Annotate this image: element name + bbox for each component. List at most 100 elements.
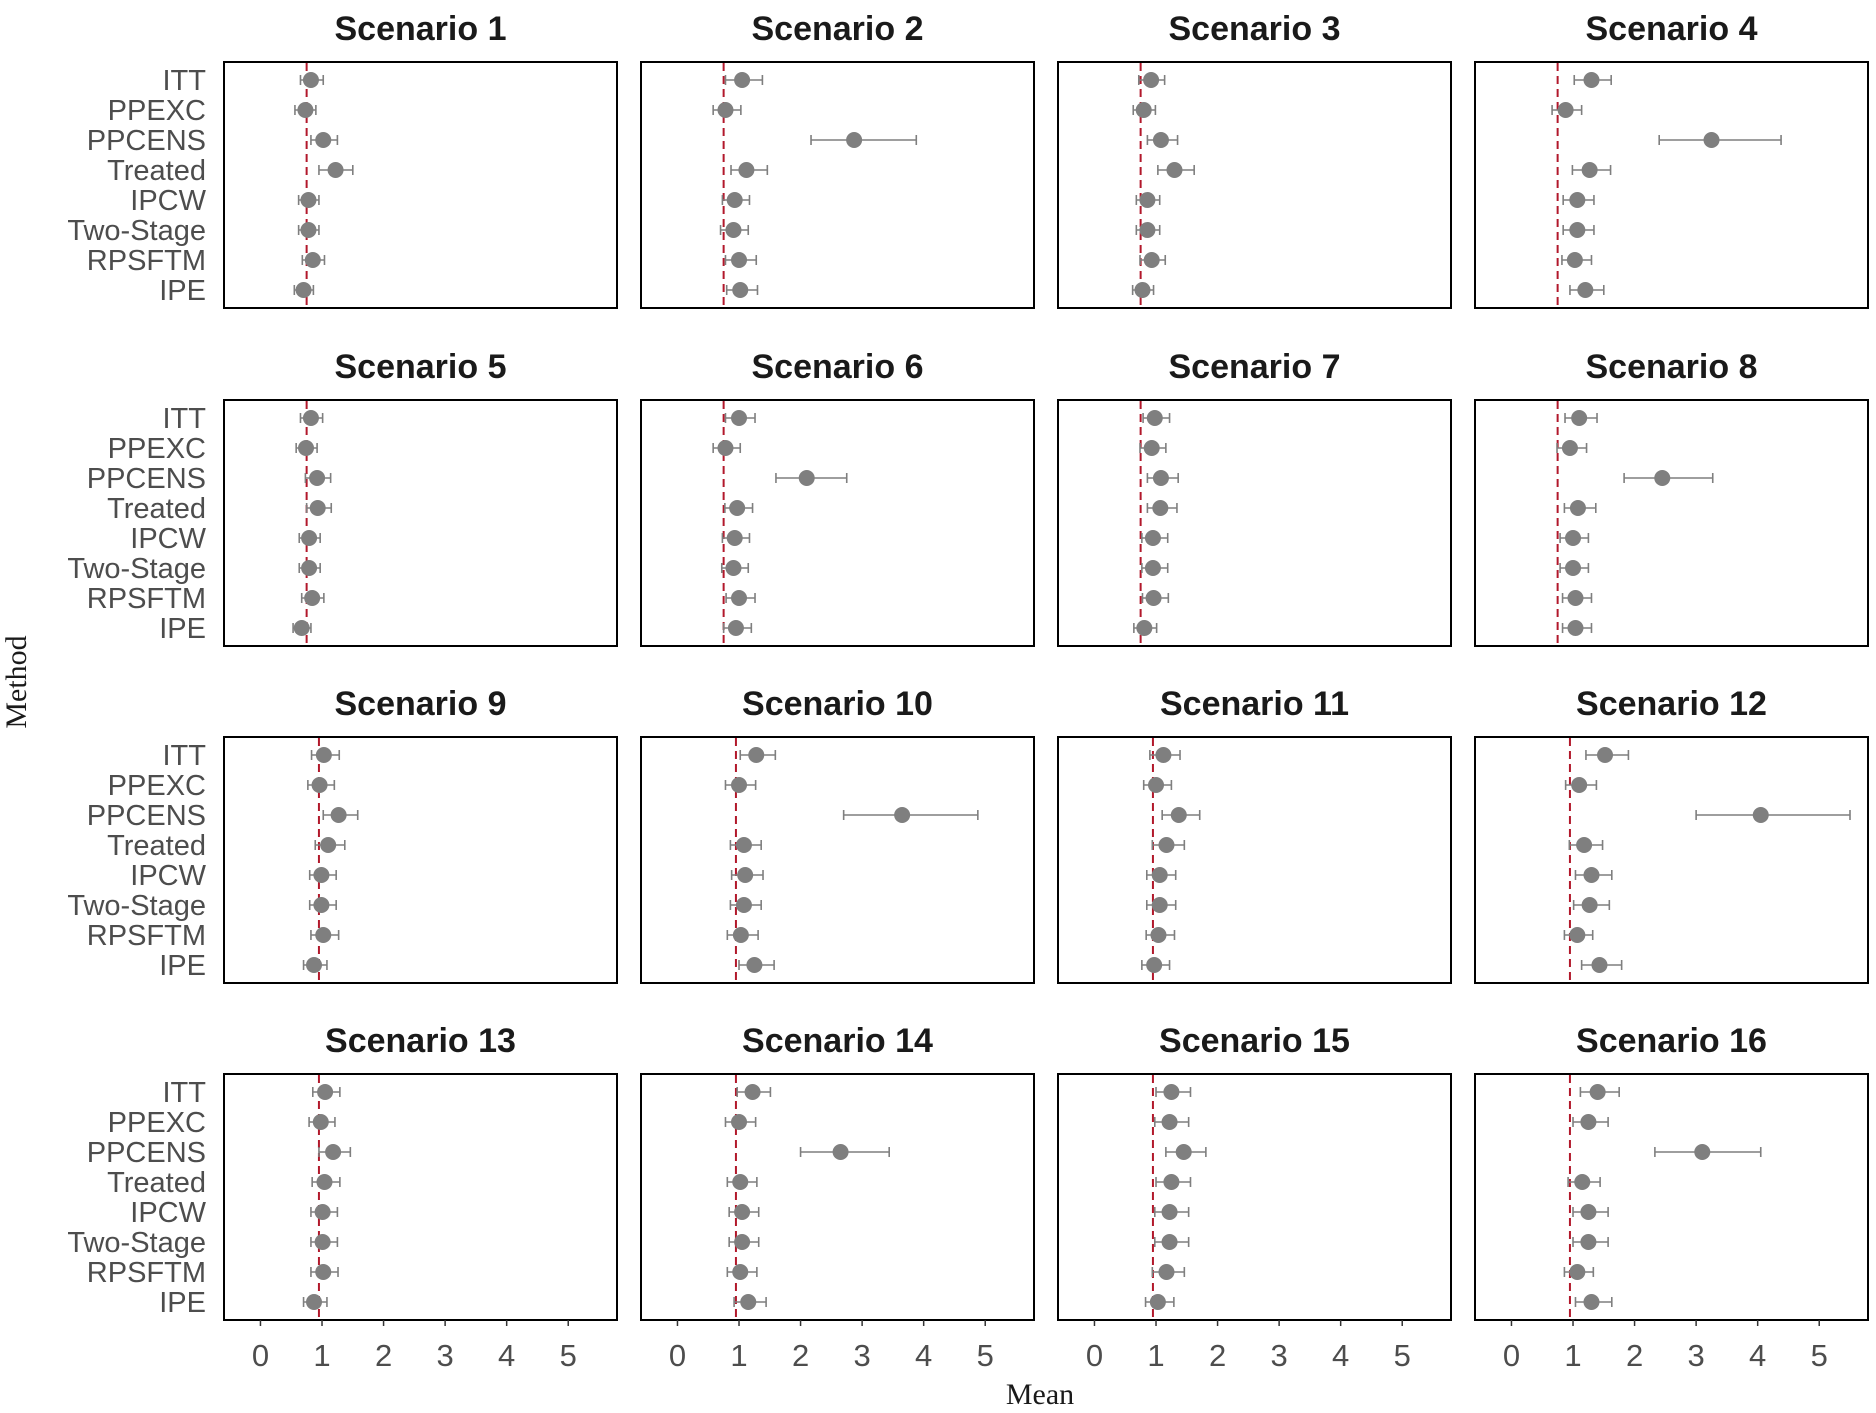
- panel-frame: [223, 1073, 618, 1321]
- point-estimate: [312, 1114, 329, 1130]
- point-estimate: [846, 132, 863, 148]
- point-estimate: [1144, 530, 1161, 546]
- point-estimate: [316, 1174, 333, 1190]
- point-estimate: [1569, 222, 1586, 238]
- x-tick-label: 4: [1749, 1338, 1766, 1373]
- panel-title: Scenario 3: [1169, 10, 1341, 48]
- panel-title: Scenario 14: [742, 1022, 933, 1060]
- x-tick-label: 2: [792, 1338, 809, 1373]
- point-estimate: [729, 500, 746, 516]
- point-estimate: [1148, 777, 1165, 793]
- x-tick-label: 0: [1503, 1338, 1520, 1373]
- point-estimate: [726, 192, 743, 208]
- panel-title: Scenario 5: [335, 348, 507, 386]
- panel-title: Scenario 9: [335, 685, 507, 723]
- point-estimate: [731, 410, 748, 426]
- point-estimate: [727, 620, 744, 636]
- x-tick-label: 4: [915, 1338, 932, 1373]
- point-estimate: [1583, 1294, 1600, 1310]
- point-estimate: [1158, 837, 1175, 853]
- panel-scenario-16: Scenario 16 0 1 2 3 4 5: [1474, 1022, 1869, 1373]
- point-estimate: [1580, 1204, 1597, 1220]
- panel-scenario-14: Scenario 14 0 1 2 3 4 5: [640, 1022, 1035, 1373]
- point-estimate: [309, 500, 326, 516]
- panel-frame: [223, 399, 618, 647]
- panel-frame: [1057, 399, 1452, 647]
- panel-scenario-1: Scenario 1 ITTPPEXCPPCENSTreatedIPCWTwo-S…: [67, 10, 618, 309]
- method-label: Two-Stage: [67, 553, 206, 585]
- method-label: ITT: [163, 740, 207, 772]
- point-estimate: [734, 72, 751, 88]
- point-estimate: [315, 132, 332, 148]
- point-estimate: [1576, 837, 1593, 853]
- method-label: PPEXC: [108, 433, 206, 465]
- point-estimate: [1161, 1204, 1178, 1220]
- point-estimate: [1583, 72, 1600, 88]
- panel-scenario-4: Scenario 4: [1474, 10, 1869, 309]
- panel-frame: [1474, 736, 1869, 984]
- point-estimate: [1703, 132, 1720, 148]
- point-estimate: [1146, 957, 1163, 973]
- point-estimate: [731, 1114, 748, 1130]
- point-estimate: [1567, 590, 1584, 606]
- panel-scenario-6: Scenario 6: [640, 348, 1035, 647]
- x-tick-label: 5: [1811, 1338, 1828, 1373]
- x-tick-label: 5: [560, 1338, 577, 1373]
- point-estimate: [731, 777, 748, 793]
- point-estimate: [311, 777, 328, 793]
- point-estimate: [1567, 620, 1584, 636]
- method-label: PPCENS: [87, 800, 206, 832]
- method-label: RPSFTM: [87, 245, 206, 277]
- method-label: PPCENS: [87, 463, 206, 495]
- point-estimate: [306, 957, 323, 973]
- panel-scenario-9: Scenario 9 ITTPPEXCPPCENSTreatedIPCWTwo-S…: [67, 685, 618, 984]
- point-estimate: [1139, 192, 1156, 208]
- panel-title: Scenario 15: [1159, 1022, 1350, 1060]
- point-estimate: [734, 1234, 751, 1250]
- point-estimate: [1152, 500, 1169, 516]
- point-estimate: [302, 410, 319, 426]
- point-estimate: [1143, 252, 1160, 268]
- point-estimate: [734, 1204, 751, 1220]
- method-label: PPEXC: [108, 95, 206, 127]
- x-tick-label: 4: [498, 1338, 515, 1373]
- point-estimate: [315, 1264, 332, 1280]
- point-estimate: [298, 440, 315, 456]
- panel-frame: [1474, 61, 1869, 309]
- panel-frame: [640, 61, 1035, 309]
- x-tick-label: 3: [853, 1338, 870, 1373]
- panel-frame: [1057, 61, 1452, 309]
- x-tick-label: 2: [1209, 1338, 1226, 1373]
- x-tick-label: 0: [1086, 1338, 1103, 1373]
- point-estimate: [1152, 470, 1169, 486]
- point-estimate: [315, 927, 332, 943]
- point-estimate: [717, 440, 734, 456]
- point-estimate: [1145, 590, 1162, 606]
- point-estimate: [732, 927, 749, 943]
- panel-scenario-12: Scenario 12: [1474, 685, 1869, 984]
- point-estimate: [1557, 102, 1574, 118]
- panel-title: Scenario 2: [752, 10, 924, 48]
- point-estimate: [295, 282, 312, 298]
- point-estimate: [1175, 1144, 1192, 1160]
- point-estimate: [732, 1174, 749, 1190]
- panel-scenario-7: Scenario 7: [1057, 348, 1452, 647]
- point-estimate: [731, 590, 748, 606]
- panel-scenario-5: Scenario 5 ITTPPEXCPPCENSTreatedIPCWTwo-S…: [67, 348, 618, 647]
- point-estimate: [1136, 620, 1153, 636]
- point-estimate: [1155, 747, 1172, 763]
- point-estimate: [732, 282, 749, 298]
- panel-title: Scenario 7: [1169, 348, 1341, 386]
- method-label: IPE: [159, 275, 206, 307]
- point-estimate: [1566, 252, 1583, 268]
- point-estimate: [1654, 470, 1671, 486]
- method-label: RPSFTM: [87, 1257, 206, 1289]
- method-label: Two-Stage: [67, 1227, 206, 1259]
- method-label: Treated: [107, 1167, 206, 1199]
- x-axis-title: Mean: [1006, 1378, 1074, 1411]
- panel-frame: [1057, 1073, 1452, 1321]
- x-tick-label: 1: [313, 1338, 330, 1373]
- x-tick-label: 3: [1270, 1338, 1287, 1373]
- point-estimate: [735, 897, 752, 913]
- point-estimate: [1597, 747, 1614, 763]
